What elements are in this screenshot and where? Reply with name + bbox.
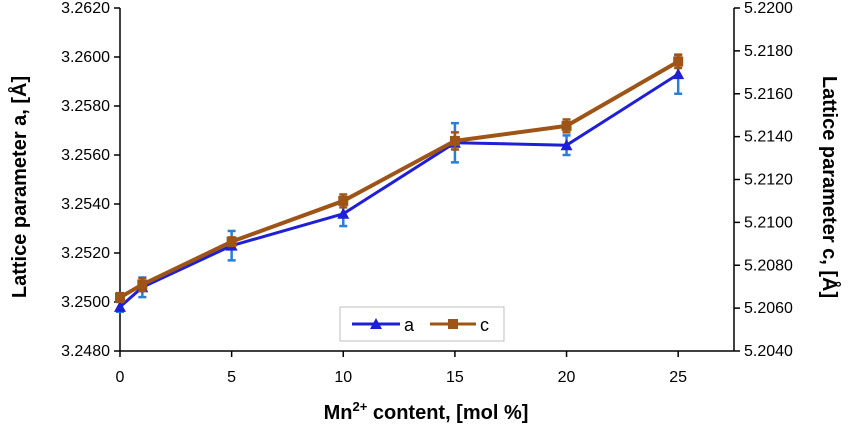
series-layer (114, 53, 685, 314)
x-axis-title: Mn2+ content, [mol %] (324, 399, 529, 424)
x-tick-label: 15 (446, 369, 464, 386)
left-tick-label: 3.2580 (61, 98, 110, 115)
left-tick-label: 3.2480 (61, 343, 110, 360)
data-point-a (114, 300, 126, 312)
series-c (115, 53, 684, 303)
data-point-c (673, 56, 684, 67)
data-point-a (560, 139, 573, 151)
data-point-c (338, 195, 349, 206)
left-tick-label: 3.2600 (61, 49, 110, 66)
right-tick-label: 5.2200 (744, 0, 793, 17)
plot-area (119, 8, 735, 352)
right-tick-label: 5.2040 (744, 343, 793, 360)
data-point-a (672, 68, 685, 80)
left-tick-label: 3.2520 (61, 245, 110, 262)
series-a (114, 53, 685, 314)
legend-label-c: c (480, 315, 489, 335)
right-tick-label: 5.2140 (744, 129, 793, 146)
x-axis-ticks: 0 5 10 15 20 25 (116, 351, 687, 386)
x-tick-label: 25 (669, 369, 687, 386)
x-axis-title-main: Mn (324, 402, 353, 424)
data-point-c (115, 292, 125, 303)
right-tick-label: 5.2180 (744, 43, 793, 60)
y-axis-right-title: Lattice parameter c, [Å] (818, 76, 842, 298)
left-axis-ticks: 3.2480 3.2500 3.2520 3.2540 3.2560 3.2580 3.26… (61, 0, 120, 360)
data-point-c (561, 120, 572, 131)
right-axis-ticks: 5.2040 5.2060 5.2080 5.2100 5.2120 5.2140 5.21… (734, 0, 793, 360)
left-tick-label: 3.2500 (61, 294, 110, 311)
x-tick-label: 20 (558, 369, 576, 386)
x-tick-label: 10 (334, 369, 352, 386)
data-point-a (337, 207, 350, 219)
left-tick-label: 3.2620 (61, 0, 110, 17)
data-point-c (137, 279, 148, 290)
data-point-c (449, 135, 460, 146)
legend-marker-a (370, 318, 382, 329)
right-tick-label: 5.2080 (744, 257, 793, 274)
right-tick-label: 5.2100 (744, 214, 793, 231)
x-axis-title-superscript: 2+ (352, 399, 367, 414)
legend-label-a: a (404, 315, 415, 335)
x-tick-label: 0 (116, 369, 125, 386)
left-tick-label: 3.2560 (61, 147, 110, 164)
x-tick-label: 5 (227, 369, 236, 386)
y-axis-left-title: Lattice parameter a, [Å] (7, 76, 31, 298)
right-tick-label: 5.2060 (744, 300, 793, 317)
right-tick-label: 5.2160 (744, 86, 793, 103)
legend-marker-c (448, 319, 458, 329)
left-tick-label: 3.2540 (61, 196, 110, 213)
legend: a c (339, 306, 505, 342)
data-point-c (226, 236, 237, 247)
x-axis-title-rest: content, [mol %] (367, 402, 528, 424)
right-tick-label: 5.2120 (744, 172, 793, 189)
